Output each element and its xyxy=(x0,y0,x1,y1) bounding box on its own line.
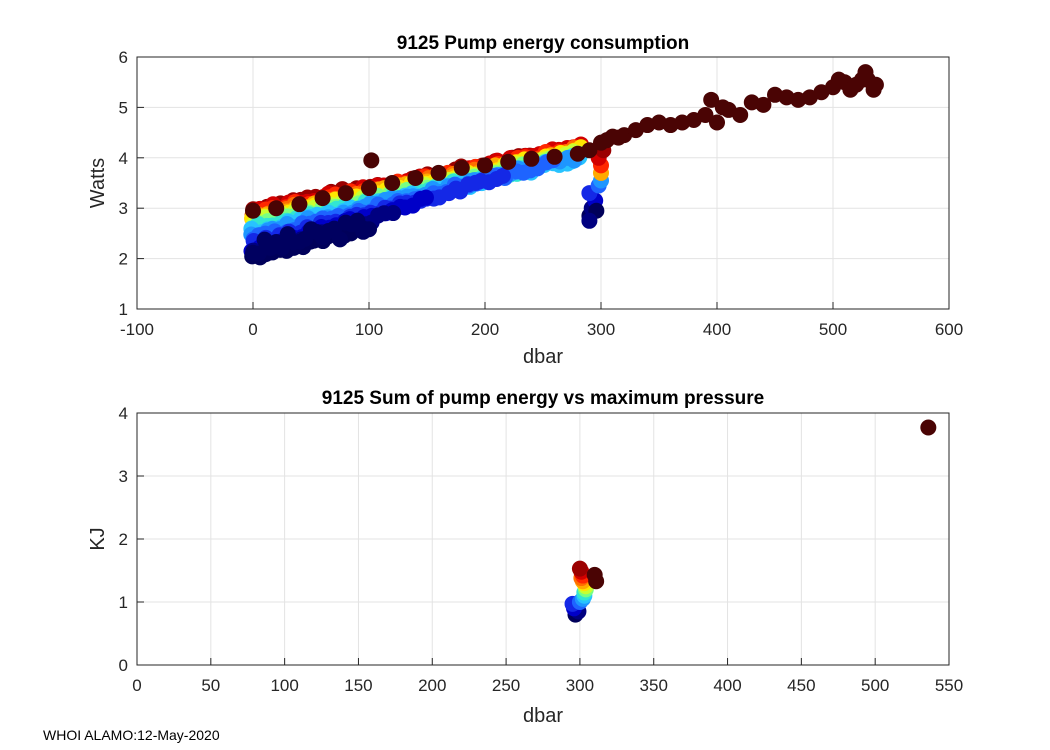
x-tick-label: 0 xyxy=(132,676,141,695)
x-tick-label: 200 xyxy=(418,676,446,695)
x-tick-label: 500 xyxy=(861,676,889,695)
x-tick-label: 450 xyxy=(787,676,815,695)
data-points xyxy=(243,64,884,266)
data-point xyxy=(361,221,377,238)
data-point xyxy=(494,167,511,184)
data-point xyxy=(709,114,725,131)
y-tick-label: 3 xyxy=(119,199,128,218)
x-tick-labels: -100 0 100 200 300 400 500 600 xyxy=(120,320,963,339)
data-points xyxy=(564,419,937,623)
y-tick-label: 2 xyxy=(119,530,128,549)
plot-frame xyxy=(136,412,950,666)
data-point xyxy=(581,212,598,229)
y-axis-label: Watts xyxy=(87,158,109,208)
x-tick-labels: 0 50 100 150 200 250 300 350 400 450 500 550 xyxy=(132,676,963,695)
data-point xyxy=(430,164,447,181)
x-tick-label: 200 xyxy=(471,320,499,339)
data-point xyxy=(363,152,380,169)
y-tick-label: 5 xyxy=(119,98,128,117)
y-tick-labels: 1 2 3 4 5 6 xyxy=(119,48,128,319)
data-point xyxy=(407,169,424,186)
data-point xyxy=(314,190,331,207)
chart-pump-energy: -100 0 100 200 300 400 500 600 1 2 3 4 5 6 9125 Pump… xyxy=(87,33,963,368)
data-point xyxy=(920,419,937,436)
chart-title: 9125 Sum of pump energy vs maximum press… xyxy=(322,388,764,409)
data-point xyxy=(755,96,772,113)
data-point xyxy=(477,157,493,174)
data-point xyxy=(384,175,401,191)
x-tick-label: 100 xyxy=(270,676,298,695)
data-point xyxy=(417,189,434,206)
data-point xyxy=(732,106,749,123)
x-tick-label: 100 xyxy=(355,320,383,339)
y-axis-label: KJ xyxy=(87,527,109,550)
x-tick-label: 50 xyxy=(201,676,220,695)
data-point xyxy=(546,148,563,165)
x-axis-label: dbar xyxy=(523,705,563,727)
x-tick-label: 0 xyxy=(248,320,257,339)
footer-credit: WHOI ALAMO:12-May-2020 xyxy=(43,727,220,743)
data-point xyxy=(581,142,598,159)
data-point xyxy=(523,150,540,167)
y-tick-label: 4 xyxy=(119,149,128,168)
grid-lines xyxy=(136,412,950,666)
data-point xyxy=(571,560,588,577)
y-tick-label: 4 xyxy=(119,404,128,423)
data-point xyxy=(385,205,402,222)
x-tick-label: 500 xyxy=(819,320,847,339)
data-point xyxy=(245,202,261,219)
chart-energy-sum: 0 50 100 150 200 250 300 350 400 450 500 550 01234 … xyxy=(87,388,963,727)
x-tick-label: 350 xyxy=(640,676,668,695)
x-tick-label: 300 xyxy=(566,676,594,695)
y-tick-label: 1 xyxy=(119,593,128,612)
x-tick-label: 600 xyxy=(935,320,963,339)
data-point xyxy=(337,185,354,202)
y-tick-label: 1 xyxy=(119,300,128,319)
y-tick-label: 6 xyxy=(119,48,128,67)
chart-title: 9125 Pump energy consumption xyxy=(397,33,689,54)
x-tick-label: 250 xyxy=(492,676,520,695)
y-tick-label: 0 xyxy=(119,656,128,675)
y-tick-label: 3 xyxy=(119,467,128,486)
x-tick-label: 550 xyxy=(935,676,963,695)
data-point xyxy=(500,153,517,170)
y-tick-labels: 0 1 2 3 4 xyxy=(119,404,128,675)
data-point xyxy=(588,573,605,590)
x-tick-label: 300 xyxy=(587,320,615,339)
x-tick-label: 150 xyxy=(344,676,372,695)
data-point xyxy=(291,196,308,213)
data-point xyxy=(867,76,884,93)
x-tick-label: 400 xyxy=(703,320,731,339)
x-tick-label: 400 xyxy=(713,676,741,695)
x-tick-label: -100 xyxy=(120,320,154,339)
data-point xyxy=(697,106,714,123)
plot-frame xyxy=(136,56,950,310)
x-axis-label: dbar xyxy=(523,346,563,368)
data-point xyxy=(361,180,377,197)
data-point xyxy=(332,231,348,248)
y-tick-label: 2 xyxy=(119,250,128,269)
data-point xyxy=(703,91,720,108)
data-point xyxy=(453,159,470,176)
data-point xyxy=(268,200,285,217)
